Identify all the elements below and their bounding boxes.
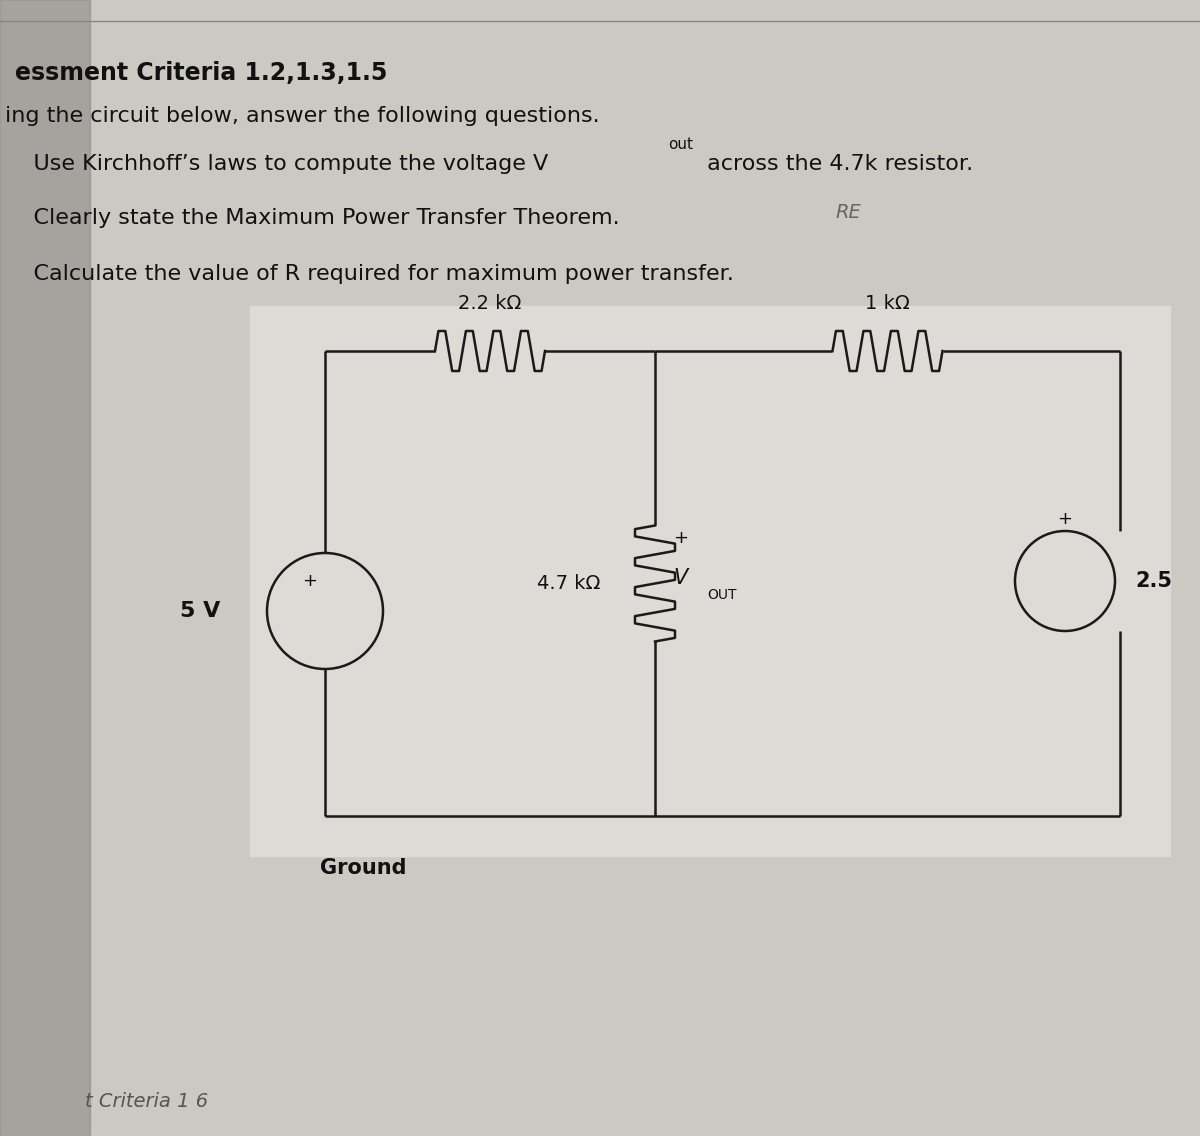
Text: 1 kΩ: 1 kΩ [865, 294, 910, 314]
Text: +: + [302, 573, 318, 590]
Text: V: V [673, 568, 688, 588]
Text: across the 4.7k resistor.: across the 4.7k resistor. [700, 154, 973, 174]
Text: RE: RE [835, 203, 860, 222]
Text: OUT: OUT [707, 588, 737, 602]
Text: +: + [673, 529, 688, 548]
Text: 2.2 kΩ: 2.2 kΩ [458, 294, 522, 314]
Text: Use Kirchhoff’s laws to compute the voltage V: Use Kirchhoff’s laws to compute the volt… [5, 154, 548, 174]
Text: essment Criteria 1.2,1.3,1.5: essment Criteria 1.2,1.3,1.5 [14, 61, 388, 85]
Bar [250, 306, 1170, 857]
Text: t Criteria 1 6: t Criteria 1 6 [85, 1092, 208, 1111]
Text: out: out [668, 137, 694, 152]
Text: Ground: Ground [320, 858, 407, 878]
Text: 4.7 kΩ: 4.7 kΩ [536, 574, 600, 593]
Text: 2.5: 2.5 [1135, 571, 1172, 591]
Text: +: + [1057, 510, 1073, 528]
Bar [0, 0, 90, 1136]
Text: Calculate the value of R required for maximum power transfer.: Calculate the value of R required for ma… [5, 264, 734, 284]
Text: ing the circuit below, answer the following questions.: ing the circuit below, answer the follow… [5, 106, 600, 126]
Text: 5 V: 5 V [180, 601, 220, 621]
Text: Clearly state the Maximum Power Transfer Theorem.: Clearly state the Maximum Power Transfer… [5, 208, 619, 228]
